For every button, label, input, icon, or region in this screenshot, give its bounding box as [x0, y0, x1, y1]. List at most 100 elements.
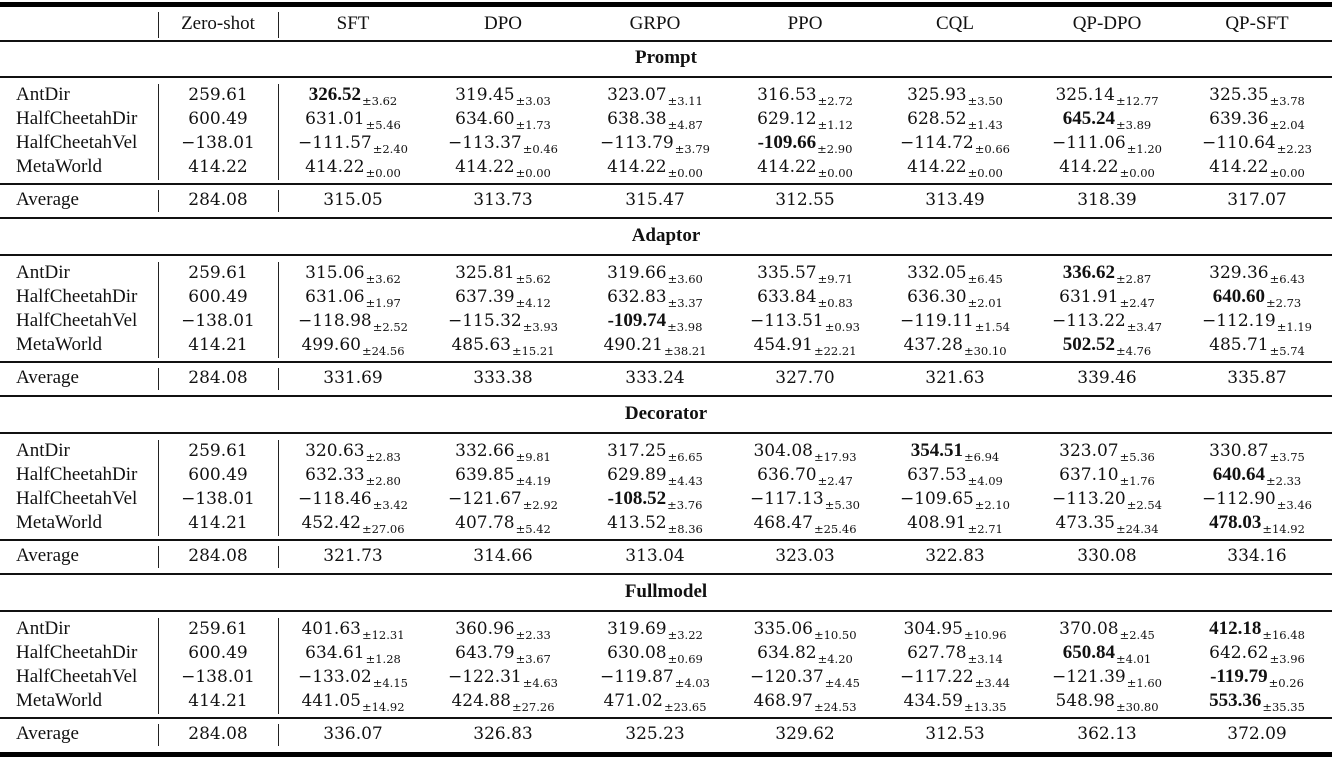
section-title: Decorator: [624, 403, 708, 424]
std-dev: ±2.54: [1126, 498, 1162, 512]
std-dev: ±2.72: [817, 94, 853, 108]
score-cell: 637.10±1.76: [1032, 463, 1182, 488]
std-dev: ±3.79: [674, 142, 710, 156]
average-value: 326.83: [473, 724, 533, 744]
std-dev: ±2.40: [372, 142, 408, 156]
std-dev: ±10.96: [963, 628, 1007, 642]
score-value: 631.06: [305, 287, 365, 307]
std-dev: ±0.00: [967, 166, 1003, 180]
std-dev: ±0.00: [515, 166, 551, 180]
std-dev: ±35.35: [1262, 700, 1305, 714]
zero-shot-value: 414.21: [188, 335, 248, 355]
score-value: 335.06: [753, 619, 813, 639]
score-value: 325.93: [907, 85, 967, 105]
score-cell: 502.52±4.76: [1032, 333, 1182, 358]
score-value: −112.19: [1202, 311, 1276, 331]
score-value: 323.07: [1059, 441, 1119, 461]
score-value: 304.08: [753, 441, 813, 461]
score-cell: −115.32±3.93: [428, 309, 578, 334]
column-header: QP-SFT: [1225, 13, 1289, 34]
score-value: 325.14: [1055, 85, 1115, 105]
score-cell: 414.22±0.00: [1032, 155, 1182, 180]
section-rule: [0, 610, 1332, 612]
zero-shot-value: −138.01: [181, 311, 255, 331]
score-value: 401.63: [301, 619, 361, 639]
score-cell: 330.87±3.75: [1182, 439, 1332, 464]
std-dev: ±17.93: [813, 450, 857, 464]
score-cell: 354.51±6.94: [880, 439, 1030, 464]
std-dev: ±2.23: [1276, 142, 1312, 156]
table-row: HalfCheetahDir 600.49 632.33±2.80 639.85±4.…: [0, 463, 1332, 488]
average-value: 321.73: [323, 546, 383, 566]
score-value: 319.45: [455, 85, 515, 105]
average-value: 322.83: [925, 546, 985, 566]
score-value: 335.57: [757, 263, 817, 283]
zero-shot-value: 259.61: [188, 263, 248, 283]
env-name: AntDir: [16, 262, 70, 283]
zero-shot-average: 284.08: [188, 368, 248, 388]
env-name: HalfCheetahDir: [16, 642, 138, 663]
table-row: HalfCheetahVel −138.01 −133.02±4.15 −122.31…: [0, 665, 1332, 690]
score-cell: −113.79±3.79: [580, 131, 730, 156]
score-cell: −111.06±1.20: [1032, 131, 1182, 156]
std-dev: ±3.11: [667, 94, 703, 108]
score-cell: −113.22±3.47: [1032, 309, 1182, 334]
score-cell: 548.98±30.80: [1032, 689, 1182, 714]
score-cell: 631.91±2.47: [1032, 285, 1182, 310]
section-rule: [0, 76, 1332, 78]
best-score-value: 412.18: [1209, 618, 1262, 639]
std-dev: ±5.46: [365, 118, 401, 132]
score-value: 360.96: [455, 619, 515, 639]
table-row: MetaWorld 414.21 441.05±14.92 424.88±27.26 4…: [0, 689, 1332, 714]
table-row: HalfCheetahDir 600.49 631.06±1.97 637.39±4.…: [0, 285, 1332, 310]
average-row: Average 284.08 331.69 333.38 333.24 327.70 321…: [0, 366, 1332, 390]
std-dev: ±12.77: [1115, 94, 1159, 108]
score-value: 330.87: [1209, 441, 1269, 461]
score-cell: 627.78±3.14: [880, 641, 1030, 666]
std-dev: ±0.83: [817, 296, 853, 310]
std-dev: ±24.53: [813, 700, 857, 714]
score-cell: −120.37±4.45: [730, 665, 880, 690]
score-cell: 634.61±1.28: [278, 641, 428, 666]
std-dev: ±0.93: [824, 320, 860, 334]
score-value: 639.36: [1209, 109, 1269, 129]
env-name: MetaWorld: [16, 690, 103, 711]
score-value: 454.91: [753, 335, 813, 355]
std-dev: ±2.47: [1119, 296, 1155, 310]
score-cell: 633.84±0.83: [730, 285, 880, 310]
score-cell: 454.91±22.21: [730, 333, 880, 358]
std-dev: ±16.48: [1262, 628, 1305, 642]
section-rule: [0, 432, 1332, 434]
score-value: −113.22: [1052, 311, 1126, 331]
average-value: 312.55: [775, 190, 835, 210]
score-cell: 634.60±1.73: [428, 107, 578, 132]
column-separator: [278, 724, 279, 746]
score-value: 414.22: [305, 157, 365, 177]
column-separator: [158, 368, 159, 390]
score-cell: −119.11±1.54: [880, 309, 1030, 334]
score-cell: 632.33±2.80: [278, 463, 428, 488]
column-separator: [278, 84, 279, 180]
std-dev: ±2.80: [365, 474, 401, 488]
std-dev: ±3.44: [974, 676, 1010, 690]
std-dev: ±2.47: [817, 474, 853, 488]
average-value: 325.23: [625, 724, 685, 744]
score-cell: 414.22±0.00: [1182, 155, 1332, 180]
score-cell: 329.36±6.43: [1182, 261, 1332, 286]
std-dev: ±2.52: [372, 320, 408, 334]
std-dev: ±23.65: [663, 700, 707, 714]
score-cell: −118.46±3.42: [278, 487, 428, 512]
score-cell: 631.06±1.97: [278, 285, 428, 310]
std-dev: ±3.42: [372, 498, 408, 512]
score-value: 629.12: [757, 109, 817, 129]
std-dev: ±3.46: [1276, 498, 1312, 512]
score-value: −111.57: [298, 133, 372, 153]
average-label: Average: [16, 367, 79, 388]
score-cell: 630.08±0.69: [580, 641, 730, 666]
score-cell: 414.22±0.00: [880, 155, 1030, 180]
std-dev: ±3.47: [1126, 320, 1162, 334]
average-value: 312.53: [925, 724, 985, 744]
score-cell: 628.52±1.43: [880, 107, 1030, 132]
score-cell: −118.98±2.52: [278, 309, 428, 334]
score-cell: 413.52±8.36: [580, 511, 730, 536]
